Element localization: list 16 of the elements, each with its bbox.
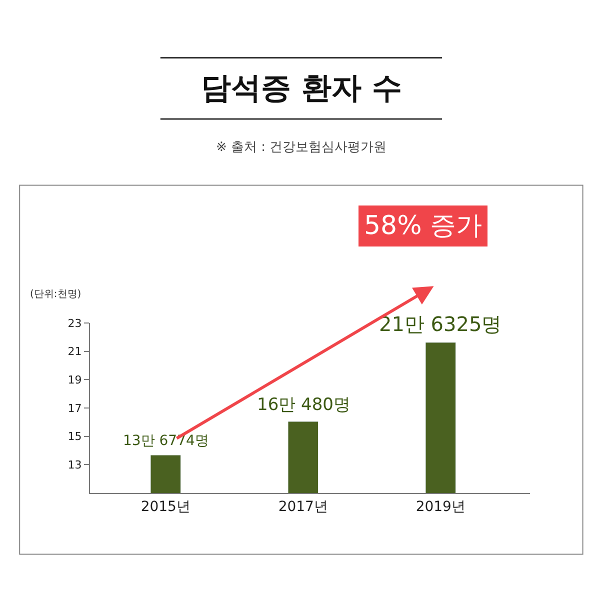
y-tick-label: 17 [68,402,82,415]
y-tick-label: 21 [68,345,82,358]
y-tick-label: 23 [68,316,82,330]
text: 58% 증가 [364,211,482,241]
x-tick-label: 2015년 [140,498,190,515]
y-tick-label: 15 [68,430,82,444]
x-tick-label: 2017년 [278,498,328,515]
annotation: 21만 6325명 [379,312,502,336]
x-tick-label: 2019년 [416,498,466,515]
annotation: 16만 480명 [257,395,350,415]
annotation: 13만 6774명 [123,433,209,449]
chart-subtitle: ※ 출처 : 건강보험심사평가원 [216,140,387,155]
y-tick-label: 19 [68,374,82,387]
y-tick-label: 13 [68,458,82,472]
chart-title: 담석증 환자 수 [201,71,402,106]
y-axis-title: (단위:천명) [30,289,82,300]
